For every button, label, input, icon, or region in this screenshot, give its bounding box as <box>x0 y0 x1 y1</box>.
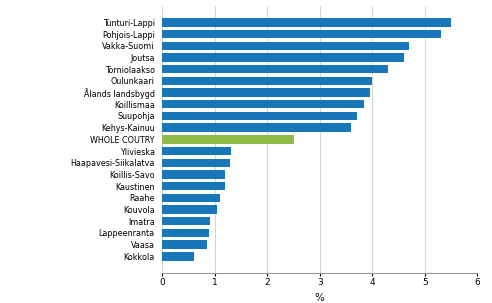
Bar <box>162 77 372 85</box>
Bar <box>162 112 357 120</box>
Bar <box>162 241 207 249</box>
Bar <box>162 30 440 38</box>
Bar <box>162 65 388 73</box>
Bar <box>162 53 404 62</box>
Bar <box>162 182 225 190</box>
Bar <box>162 42 409 50</box>
Bar <box>162 88 369 97</box>
Bar <box>162 229 209 237</box>
Bar <box>162 217 210 225</box>
Bar <box>162 194 220 202</box>
Bar <box>162 147 231 155</box>
Bar <box>162 205 217 214</box>
Bar <box>162 123 351 132</box>
Bar <box>162 135 294 144</box>
Bar <box>162 252 194 261</box>
X-axis label: %: % <box>315 293 325 303</box>
Bar <box>162 18 451 27</box>
Bar <box>162 158 230 167</box>
Bar <box>162 170 225 179</box>
Bar <box>162 100 365 108</box>
